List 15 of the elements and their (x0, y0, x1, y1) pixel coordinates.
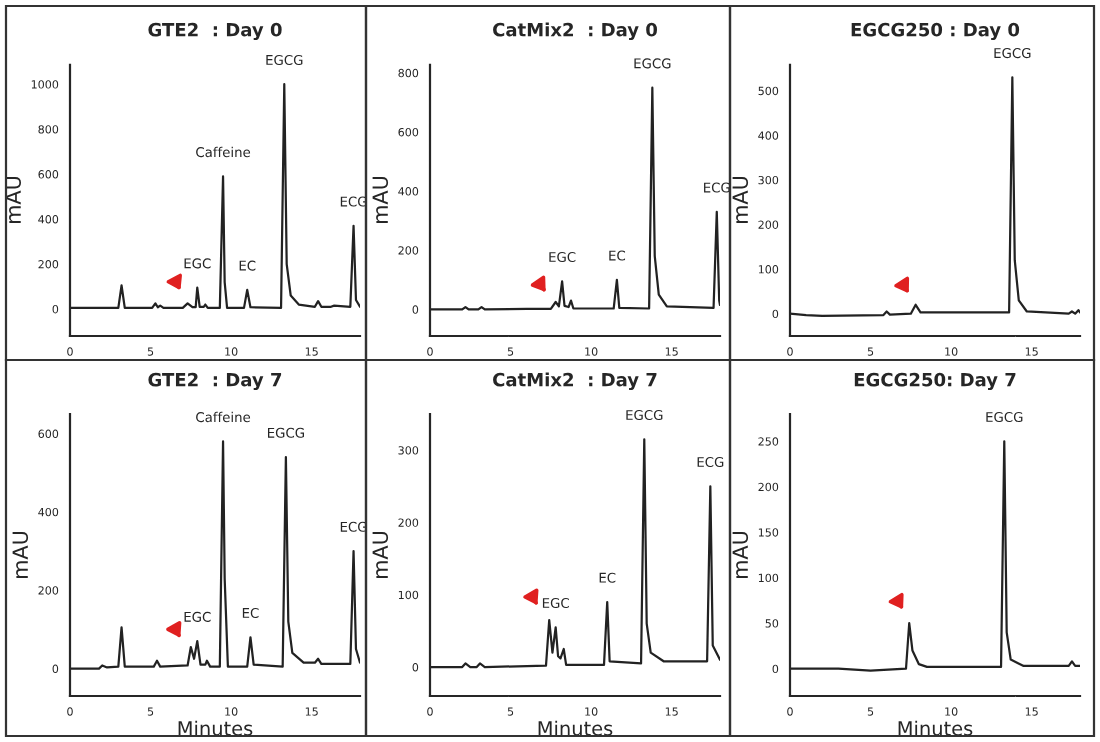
chart-title: CatMix2 : Day 7 (493, 372, 657, 391)
y-axis-title: mAU (372, 531, 389, 578)
y-axis-title: mAU (732, 176, 749, 223)
y-axis-title: mAU (12, 531, 29, 578)
x-axis-title: Minutes (178, 720, 253, 736)
y-axis-title: mAU (5, 176, 22, 223)
chart-title: EGCG250 : Day 0 (851, 22, 1020, 41)
y-axis-title: mAU (372, 176, 389, 223)
chart-title: EGCG250: Day 7 (854, 372, 1016, 391)
x-axis-title: Minutes (538, 720, 613, 736)
x-axis-title: Minutes (898, 720, 973, 736)
y-axis-title: mAU (732, 531, 749, 578)
chart-title: CatMix2 : Day 0 (493, 22, 657, 41)
chart-title: GTE2 : Day 7 (148, 372, 282, 391)
chart-title: GTE2 : Day 0 (148, 22, 282, 41)
